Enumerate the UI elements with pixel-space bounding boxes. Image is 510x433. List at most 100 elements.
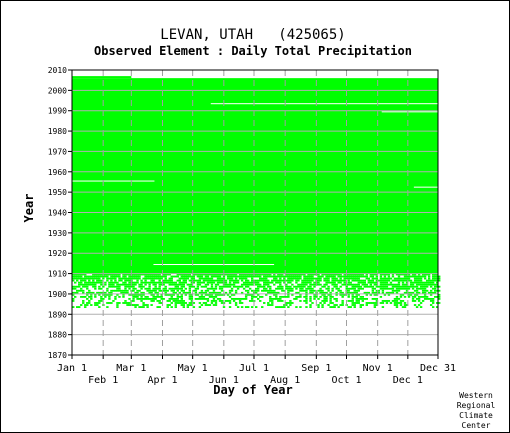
data-cell	[88, 300, 91, 302]
data-cell	[371, 281, 375, 284]
data-cell	[204, 283, 208, 286]
data-cell	[393, 285, 397, 288]
data-cell	[98, 291, 101, 294]
data-cell	[124, 279, 127, 282]
data-cell	[124, 281, 127, 284]
data-cell	[267, 285, 270, 288]
data-cell	[395, 279, 399, 282]
data-cell	[146, 304, 149, 306]
data-cell	[84, 277, 87, 280]
data-cell	[86, 291, 89, 294]
data-cell	[220, 273, 224, 276]
data-cell	[269, 304, 272, 306]
data-cell	[210, 285, 214, 288]
data-cell	[170, 279, 173, 282]
data-cell	[337, 281, 340, 284]
data-cell	[255, 281, 258, 284]
data-cell	[319, 289, 322, 292]
data-cell	[297, 277, 300, 280]
data-cell	[80, 273, 83, 276]
data-cell	[206, 283, 210, 286]
data-cell	[353, 275, 356, 278]
data-cell	[80, 275, 83, 278]
data-cell	[305, 295, 308, 298]
data-cell	[240, 283, 244, 286]
data-cell	[399, 302, 403, 304]
data-cell	[371, 273, 375, 276]
data-cell	[162, 275, 165, 278]
data-cell	[385, 300, 389, 302]
data-cell	[138, 293, 141, 296]
data-cell	[82, 283, 85, 286]
data-cell	[234, 289, 238, 292]
data-cell	[383, 279, 387, 282]
data-cell	[174, 304, 177, 306]
data-cell	[283, 277, 286, 280]
data-cell	[257, 279, 260, 282]
y-tick-label: 1880	[48, 331, 67, 340]
data-cell	[74, 281, 77, 284]
data-cell	[279, 279, 282, 282]
data-cell	[140, 273, 143, 276]
data-cell	[419, 295, 423, 298]
data-cell	[305, 289, 308, 292]
data-cell	[142, 298, 145, 300]
data-cell	[269, 285, 272, 288]
data-cell	[166, 306, 169, 308]
x-tick-label: Jul 1	[239, 363, 269, 374]
data-cell	[206, 277, 210, 280]
data-cell	[409, 291, 413, 294]
data-cell	[88, 281, 91, 284]
data-cell	[192, 279, 196, 282]
data-cell	[305, 277, 308, 280]
data-cell	[238, 300, 242, 302]
data-cell	[438, 275, 441, 278]
data-cell	[194, 287, 198, 290]
data-cell	[359, 285, 362, 288]
data-cell	[192, 275, 196, 278]
data-cell	[74, 275, 77, 278]
data-cell	[395, 300, 399, 302]
data-cell	[339, 281, 342, 284]
data-cell	[92, 281, 95, 284]
data-cell	[341, 279, 344, 282]
data-cell	[269, 298, 272, 300]
data-cell	[295, 279, 298, 282]
data-cell	[295, 291, 298, 294]
data-cell	[353, 285, 356, 288]
data-cell	[263, 302, 266, 304]
data-cell	[429, 293, 433, 296]
data-cell	[389, 283, 393, 286]
data-cell	[353, 306, 356, 308]
data-cell	[339, 291, 342, 294]
data-cell	[317, 304, 320, 306]
data-cell	[218, 293, 222, 296]
data-cell	[307, 285, 310, 288]
data-cell	[226, 300, 230, 302]
data-cell	[407, 275, 411, 278]
data-cell	[190, 304, 194, 306]
data-cell	[244, 281, 248, 284]
data-cell	[347, 289, 350, 292]
data-cell	[248, 281, 252, 284]
data-cell	[327, 281, 330, 284]
data-cell	[210, 300, 214, 302]
data-cell	[281, 306, 284, 308]
data-cell	[371, 279, 375, 282]
data-cell	[196, 283, 200, 286]
data-cell	[160, 281, 163, 284]
data-cell	[263, 279, 266, 282]
data-cell	[242, 273, 246, 276]
data-cell	[206, 293, 210, 296]
data-cell	[375, 277, 379, 280]
data-cell	[114, 279, 117, 282]
data-cell	[309, 285, 312, 288]
data-cell	[265, 273, 268, 276]
data-cell	[186, 275, 190, 278]
data-cell	[289, 285, 292, 288]
data-cell	[423, 277, 427, 280]
data-cell	[182, 300, 186, 302]
data-cell	[126, 304, 129, 306]
data-cell	[194, 273, 198, 276]
data-cell	[236, 279, 240, 282]
